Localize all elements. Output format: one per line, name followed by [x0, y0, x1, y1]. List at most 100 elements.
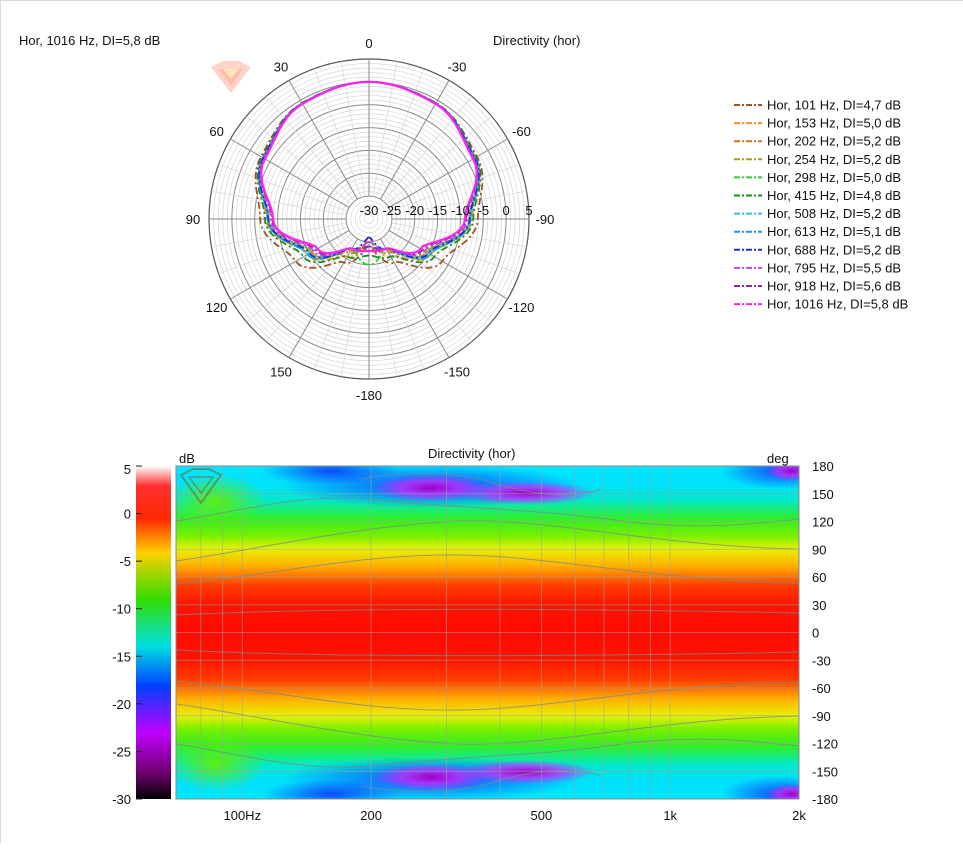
legend-entry: Hor, 298 Hz, DI=5,0 dB	[767, 170, 901, 185]
polar-angle-label: -60	[512, 124, 531, 139]
polar-series-line	[254, 80, 484, 269]
heatmap-y-tick-label: -90	[812, 709, 831, 724]
legend-entry: Hor, 153 Hz, DI=5,0 dB	[767, 116, 901, 131]
polar-spoke	[386, 115, 492, 205]
polar-ring	[354, 204, 384, 234]
polar-spoke	[313, 240, 362, 370]
heatmap-y-tick-label: 30	[812, 598, 826, 613]
legend-entry: Hor, 795 Hz, DI=5,5 dB	[767, 260, 901, 275]
heatmap-x-tick-label: 2k	[792, 808, 806, 823]
polar-series-line	[259, 80, 479, 256]
heatmap-x-tick-label: 1k	[663, 808, 677, 823]
legend-entry: Hor, 415 Hz, DI=4,8 dB	[767, 188, 901, 203]
heatmap-y-tick-label: 120	[812, 515, 834, 530]
colorbar-tick-label: 5	[124, 462, 131, 477]
heatmap-y-ticks: 180 150 120 90 60 30 0 -30 -60 -90 -120 -150 -180	[812, 459, 838, 807]
polar-spoke	[391, 190, 527, 216]
colorbar-tick-label: -30	[112, 792, 131, 807]
polar-angle-label: -150	[444, 364, 470, 379]
polar-spoke	[265, 96, 355, 202]
polar-radial-tick-label: -5	[478, 203, 490, 218]
polar-title: Directivity (hor)	[493, 33, 580, 48]
legend-entry: Hor, 613 Hz, DI=5,1 dB	[767, 224, 901, 239]
heatmap-x-ticks: 100Hz 200 500 1k 2k	[223, 808, 806, 823]
watermark-logo-icon	[211, 61, 251, 93]
polar-series-line	[256, 80, 482, 264]
heatmap-y-tick-label: 180	[812, 459, 834, 474]
polar-angle-label: 90	[186, 212, 200, 227]
legend-entry: Hor, 688 Hz, DI=5,2 dB	[767, 242, 901, 257]
polar-legend: Hor, 101 Hz, DI=4,7 dB Hor, 153 Hz, DI=5,…	[734, 98, 908, 312]
heatmap-plot: Directivity (hor) dB deg 5 0 -5 -10 -15 -20 -2…	[112, 446, 838, 823]
heatmap-watermark-icon	[179, 468, 223, 505]
polar-plot: Hor, 1016 Hz, DI=5,8 dB Directivity (hor…	[19, 33, 580, 403]
polar-spoke	[379, 238, 450, 358]
polar-spoke	[288, 238, 359, 358]
polar-spoke	[230, 138, 350, 209]
colorbar-tick-label: -25	[112, 744, 131, 759]
polar-spoke	[372, 241, 398, 377]
polar-series	[254, 80, 484, 269]
heatmap-x-tick-label: 100Hz	[223, 808, 261, 823]
y-axis-unit-label: deg	[767, 451, 789, 466]
colorbar-ticks: 5 0 -5 -10 -15 -20 -25 -30	[112, 462, 142, 807]
polar-angle-label: -90	[536, 212, 555, 227]
heatmap-y-tick-label: 60	[812, 570, 826, 585]
polar-spoke	[340, 241, 366, 377]
polar-angle-label: 60	[209, 124, 223, 139]
legend-entry: Hor, 101 Hz, DI=4,7 dB	[767, 98, 901, 113]
heatmap-y-tick-label: -180	[812, 792, 838, 807]
colorbar-tick-label: 0	[124, 507, 131, 522]
polar-angle-label: -120	[508, 300, 534, 315]
polar-angle-label: -30	[448, 60, 467, 75]
polar-radial-tick-label: 5	[525, 203, 532, 218]
polar-spoke	[313, 68, 362, 198]
legend-entry: Hor, 254 Hz, DI=5,2 dB	[767, 152, 901, 167]
polar-angle-label: 120	[206, 300, 228, 315]
polar-spoke	[386, 233, 492, 323]
polar-radial-labels: -30 -25 -20 -15 -10 -5 0 5	[360, 203, 533, 218]
colorbar-tick-label: -15	[112, 649, 131, 664]
colorbar-tick-label: -10	[112, 602, 131, 617]
heatmap-border	[175, 465, 800, 800]
colorbar-unit-label: dB	[179, 451, 195, 466]
legend-entry: Hor, 508 Hz, DI=5,2 dB	[767, 206, 901, 221]
heatmap-y-tick-label: 90	[812, 542, 826, 557]
heatmap-y-tick-label: 150	[812, 487, 834, 502]
heatmap-y-tick-label: 0	[812, 626, 819, 641]
heatmap-y-tick-label: -120	[812, 737, 838, 752]
polar-spoke	[390, 163, 520, 212]
polar-angle-label: 30	[274, 60, 288, 75]
polar-ring	[350, 200, 388, 238]
polar-spoke	[388, 138, 508, 209]
polar-grid	[208, 58, 530, 380]
polar-radial-tick-label: -30	[360, 203, 379, 218]
polar-spoke	[230, 229, 350, 300]
heatmap-field	[176, 466, 799, 799]
legend-entry: Hor, 1016 Hz, DI=5,8 dB	[767, 297, 908, 312]
polar-ring	[364, 214, 374, 224]
colorbar-tick-label: -20	[112, 697, 131, 712]
polar-spoke	[376, 68, 425, 198]
heatmap-x-tick-label: 200	[360, 808, 382, 823]
polar-spoke	[211, 190, 347, 216]
polar-radial-tick-label: -25	[382, 203, 401, 218]
polar-angle-label: 0	[365, 36, 372, 51]
polar-spoke	[288, 80, 359, 200]
heatmap-y-tick-label: -60	[812, 681, 831, 696]
polar-subtitle: Hor, 1016 Hz, DI=5,8 dB	[19, 33, 160, 48]
polar-spoke	[246, 115, 352, 205]
heatmap-x-tick-label: 500	[531, 808, 553, 823]
polar-series-line	[257, 80, 481, 260]
polar-spoke	[379, 80, 450, 200]
polar-ring	[359, 209, 379, 229]
colorbar-tick-label: -5	[119, 554, 131, 569]
polar-series-line	[260, 80, 478, 255]
heatmap-y-tick-label: -150	[812, 764, 838, 779]
polar-spoke	[246, 233, 352, 323]
heatmap-title: Directivity (hor)	[428, 446, 515, 461]
colorbar	[136, 466, 171, 799]
